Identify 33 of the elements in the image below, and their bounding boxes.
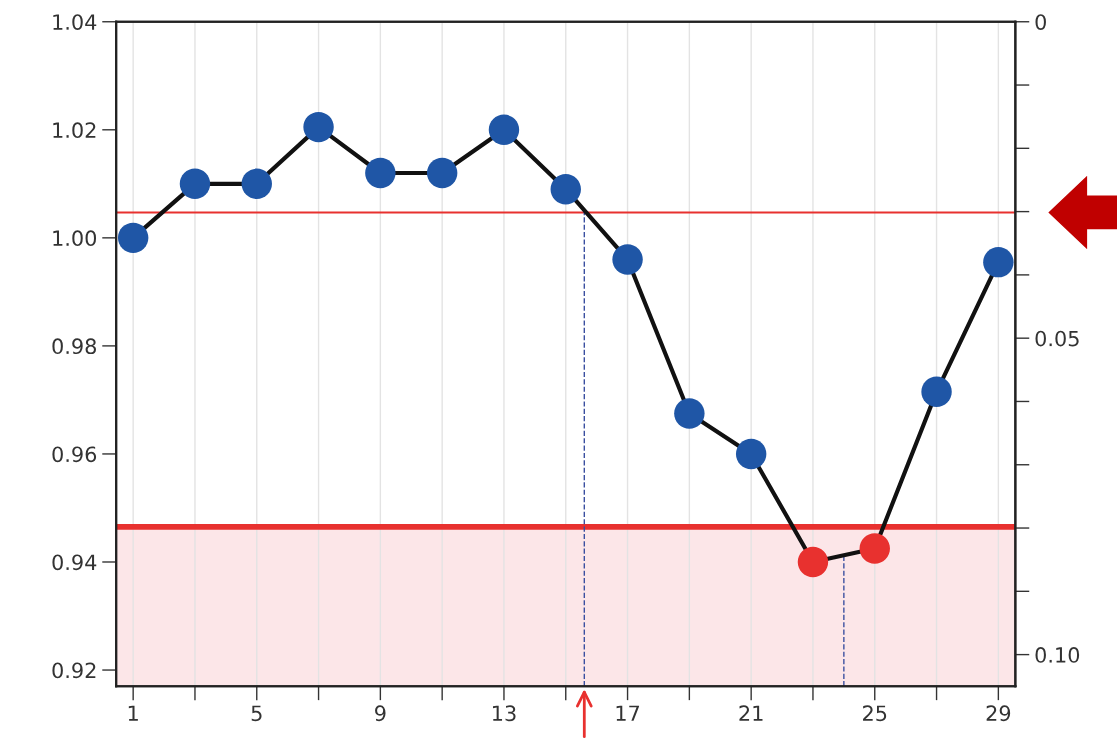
x-tick-label: 1 — [128, 705, 138, 721]
x-tick-label: 29 — [986, 705, 1011, 722]
y-tick-label: 1.02 — [53, 122, 96, 139]
x-tick-label: 13 — [492, 705, 516, 722]
y2-tick-label: 0.05 — [1035, 330, 1079, 347]
point — [303, 111, 334, 143]
y-tick-label: 0.94 — [52, 554, 97, 571]
point — [859, 533, 890, 564]
x-tick-label: 17 — [616, 705, 640, 721]
y2-tick-label: 0 — [1035, 14, 1046, 30]
x-tick-label: 25 — [863, 705, 887, 722]
point — [179, 168, 211, 200]
y-tick-label: 0.92 — [52, 662, 96, 679]
point — [735, 438, 767, 470]
point — [365, 157, 396, 189]
point — [426, 157, 458, 189]
point — [550, 174, 581, 205]
y2-tick-label: 0.10 — [1035, 647, 1080, 663]
point — [488, 114, 520, 146]
point — [797, 546, 829, 578]
y-tick-label: 1.04 — [53, 14, 97, 30]
x-tick-label: 9 — [375, 705, 386, 722]
point — [117, 222, 149, 254]
x-tick-label: 5 — [251, 705, 262, 722]
point — [241, 168, 272, 200]
point — [674, 398, 705, 429]
point — [983, 246, 1014, 278]
y-tick-label: 0.96 — [52, 446, 97, 463]
y-tick-label: 0.98 — [52, 338, 96, 355]
x-tick-label: 21 — [739, 705, 763, 721]
point — [612, 244, 643, 275]
y-tick-label: 1.00 — [53, 230, 97, 247]
point — [921, 376, 952, 408]
